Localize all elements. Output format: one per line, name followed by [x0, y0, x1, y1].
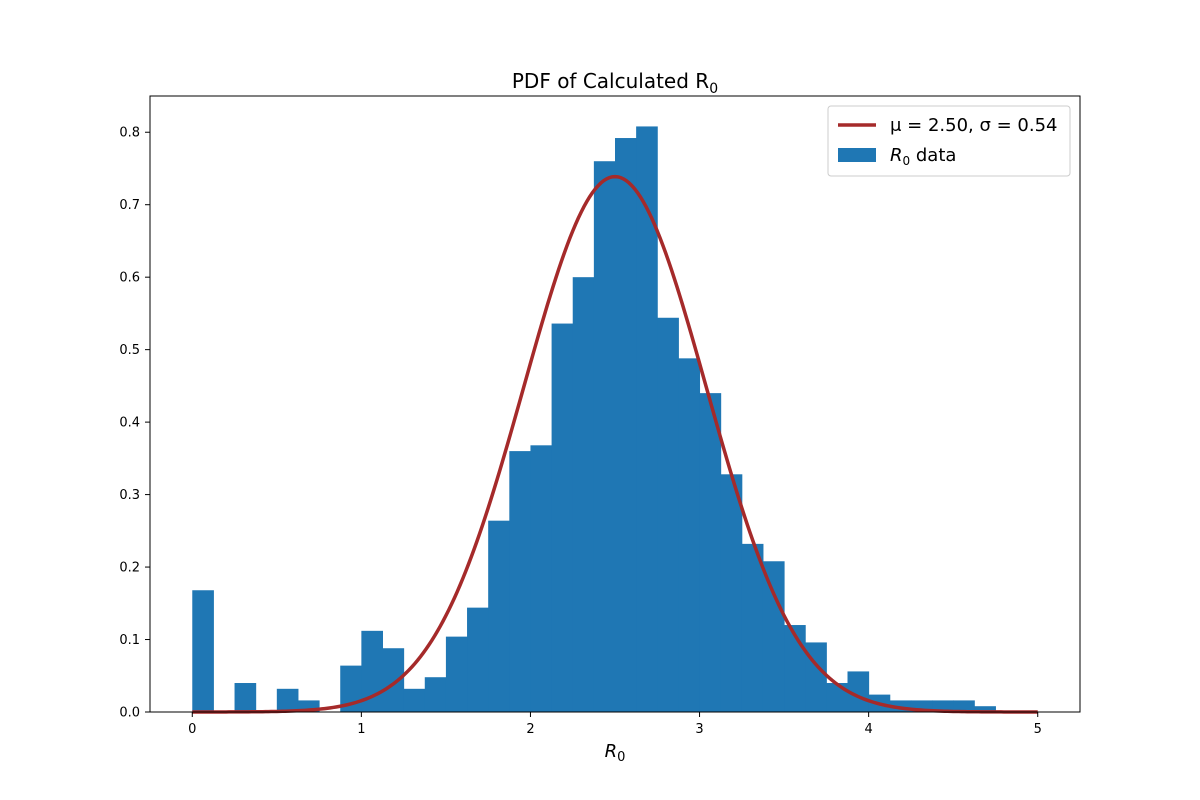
- legend-frame: [827, 105, 1071, 177]
- legend: μ = 2.50, σ = 0.54 R0 data: [827, 105, 1071, 177]
- y-tick-label: 0.6: [119, 271, 140, 286]
- histogram-bar: [192, 590, 214, 712]
- histogram-bar: [974, 706, 996, 712]
- legend-data-swatch: [838, 148, 876, 162]
- histogram-bar: [467, 607, 489, 712]
- histogram-bar: [530, 445, 553, 712]
- histogram-bar: [657, 317, 679, 712]
- histogram-bar: [297, 700, 320, 712]
- x-axis-label-subscript: 0: [617, 750, 625, 765]
- chart-title-subscript: 0: [709, 81, 718, 97]
- histogram-bar: [615, 138, 637, 712]
- histogram-bar: [720, 474, 743, 712]
- y-tick-label: 0.8: [119, 126, 140, 141]
- x-axis: 0 1 2 3 4 5: [188, 712, 1042, 737]
- y-tick-label: 0.1: [119, 633, 140, 648]
- histogram-bar: [636, 126, 658, 713]
- y-tick-label: 0.5: [119, 343, 140, 358]
- histogram-bar: [572, 277, 595, 712]
- legend-fit-label: μ = 2.50, σ = 0.54: [890, 115, 1058, 136]
- histogram-bar: [382, 648, 405, 712]
- histogram-bar: [234, 683, 257, 712]
- histogram-bars: [192, 126, 996, 713]
- histogram-bar: [551, 323, 574, 712]
- histogram-bar: [340, 665, 362, 712]
- histogram-bar: [847, 671, 870, 712]
- y-axis: 0.0 0.1 0.2 0.3 0.4 0.5 0.6 0.7 0.8: [119, 126, 150, 721]
- histogram-bar: [932, 700, 954, 712]
- y-tick-label: 0.3: [119, 488, 140, 503]
- plot-frame: [149, 95, 1081, 713]
- histogram-bar: [826, 683, 848, 712]
- fit-curve: [192, 174, 1038, 714]
- y-tick-label: 0.0: [119, 706, 140, 721]
- x-tick-label: 1: [357, 722, 365, 737]
- y-tick-label: 0.4: [119, 416, 140, 431]
- histogram-bar: [889, 700, 912, 712]
- histogram-bar: [593, 161, 616, 713]
- chart-title-text: PDF of Calculated R: [512, 69, 709, 93]
- histogram-bar: [910, 700, 933, 712]
- histogram-bar: [488, 520, 510, 712]
- histogram-bar: [361, 630, 383, 712]
- legend-data-label: R0 data: [890, 145, 956, 168]
- x-tick-label: 0: [188, 722, 196, 737]
- legend-data-label-suffix: data: [910, 145, 956, 166]
- legend-data-label-r: R: [890, 145, 903, 166]
- x-axis-label: R0: [605, 741, 626, 765]
- histogram-bar: [445, 636, 468, 712]
- x-tick-label: 4: [864, 722, 872, 737]
- histogram-bar: [509, 451, 531, 712]
- histogram-bar: [276, 688, 299, 712]
- histogram-bar: [953, 700, 975, 712]
- histogram-bar: [762, 561, 785, 712]
- histogram-bar: [424, 677, 447, 712]
- x-tick-label: 5: [1034, 722, 1042, 737]
- histogram-bar: [699, 393, 722, 712]
- histogram-bar: [403, 688, 426, 712]
- chart-title: PDF of Calculated R0: [512, 69, 718, 97]
- histogram-bar: [678, 358, 701, 712]
- x-axis-label-text: R: [605, 741, 618, 762]
- y-tick-label: 0.7: [119, 198, 140, 213]
- legend-data-label-subscript: 0: [903, 154, 911, 168]
- histogram-bar: [741, 543, 764, 712]
- y-tick-label: 0.2: [119, 561, 140, 576]
- x-tick-label: 2: [526, 722, 534, 737]
- x-tick-label: 3: [695, 722, 703, 737]
